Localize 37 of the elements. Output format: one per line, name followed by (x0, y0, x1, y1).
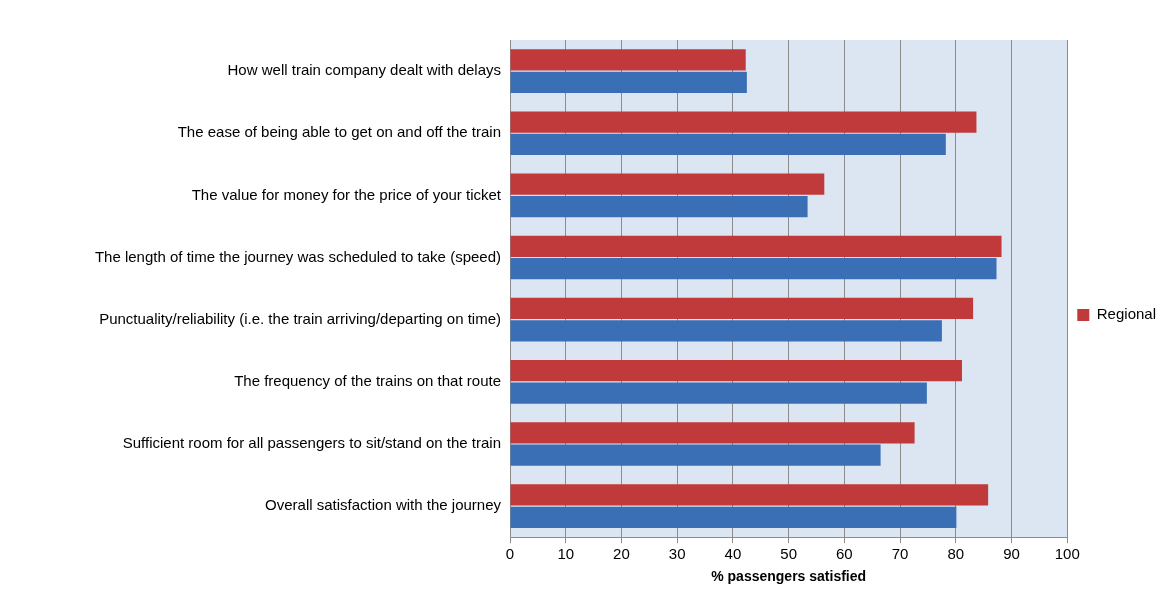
x-tick-label: 70 (891, 545, 909, 563)
bar (510, 173, 825, 195)
x-tick-label: 30 (668, 545, 686, 563)
bar (510, 258, 997, 280)
y-tick-label: How well train company dealt with delays (227, 61, 501, 79)
y-tick-label: The length of time the journey was scheduled to take (speed) (94, 247, 501, 265)
x-tick-label: 90 (1003, 545, 1020, 563)
x-tick-label: 10 (557, 545, 575, 563)
y-tick-label: The value for money for the price of your ticket (191, 185, 502, 203)
bar (510, 71, 747, 93)
bar (510, 111, 977, 133)
y-tick-label: The ease of being able to get on and off the train (177, 123, 501, 141)
bar (510, 484, 989, 506)
bar (510, 506, 957, 528)
y-tick-label: The frequency of the trains on that route (234, 371, 501, 389)
bar (510, 195, 808, 218)
y-tick-label: Sufficient room for all passengers to sit/stand on the train (122, 434, 501, 452)
bar (510, 49, 746, 71)
x-tick-label: 0 (505, 545, 515, 563)
x-tick-label: 100 (1054, 545, 1080, 563)
legend-label: Regional (1096, 305, 1157, 323)
bar (510, 382, 927, 404)
x-tick-label: 80 (947, 545, 965, 563)
x-tick-label: 50 (780, 545, 797, 563)
x-tick-label: 40 (724, 545, 742, 563)
bar (510, 360, 962, 382)
bar (510, 133, 946, 156)
bar (510, 297, 974, 320)
x-axis-title: % passengers satisfied (711, 568, 867, 585)
bar (510, 444, 881, 466)
y-tick-label: Overall satisfaction with the journey (265, 496, 502, 514)
x-tick-label: 60 (836, 545, 853, 563)
bar (510, 422, 915, 444)
bar (510, 235, 1002, 257)
bar (510, 320, 942, 342)
x-tick-label: 20 (613, 545, 630, 563)
y-tick-label: Punctuality/reliability (i.e. the train arriving/departing on time) (99, 309, 501, 327)
